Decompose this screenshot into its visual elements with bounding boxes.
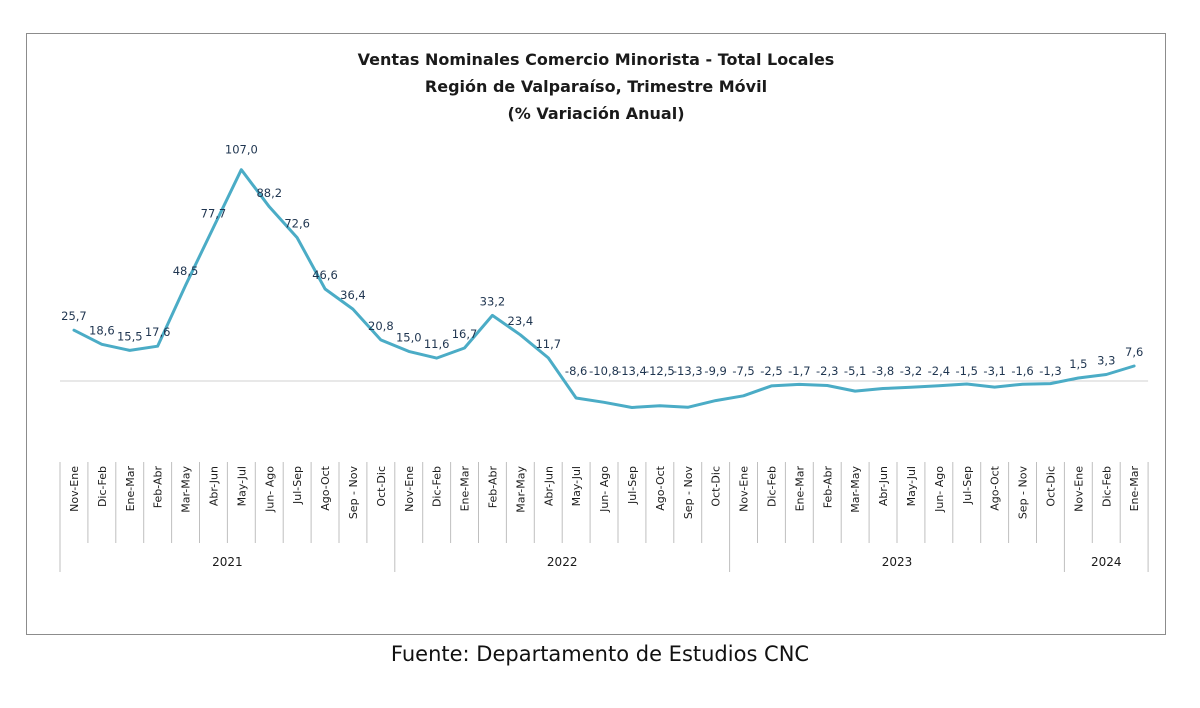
data-label: 20,8 xyxy=(368,319,394,333)
data-label: -7,5 xyxy=(732,364,754,378)
x-tick-label: Nov-Ene xyxy=(738,466,751,512)
data-label: -13,4 xyxy=(617,364,647,378)
x-tick-label: Sep - Nov xyxy=(347,466,360,520)
data-label: 17,6 xyxy=(145,325,171,339)
x-tick-label: Nov-Ene xyxy=(1072,466,1085,512)
year-label: 2024 xyxy=(1091,555,1122,569)
x-tick-label: Oct-Dic xyxy=(1044,466,1057,507)
x-tick-label: Sep - Nov xyxy=(682,466,695,520)
data-label: -2,5 xyxy=(760,364,782,378)
data-label: 15,0 xyxy=(396,330,422,344)
data-label: 107,0 xyxy=(225,143,258,157)
data-label: -12,5 xyxy=(645,364,675,378)
data-label: -3,1 xyxy=(983,364,1005,378)
x-tick-label: Ago-Oct xyxy=(654,465,667,510)
x-tick-label: Feb-Abr xyxy=(486,466,499,509)
series-line xyxy=(72,168,1136,409)
x-tick-label: Ene-Mar xyxy=(459,466,472,512)
data-label: 46,6 xyxy=(312,268,338,282)
x-tick-label: May-Jul xyxy=(570,466,583,506)
year-label: 2021 xyxy=(212,555,243,569)
x-tick-label: Ene-Mar xyxy=(124,466,137,512)
x-tick-label: Sep - Nov xyxy=(1017,466,1030,520)
x-tick-label: Feb-Abr xyxy=(821,466,834,509)
data-label: 16,7 xyxy=(452,327,478,341)
data-label: 7,6 xyxy=(1125,345,1143,359)
x-tick-label: Nov-Ene xyxy=(68,466,81,512)
data-label: -10,8 xyxy=(589,364,619,378)
data-label: 48,5 xyxy=(173,264,199,278)
data-label: -13,3 xyxy=(673,364,703,378)
data-label: -1,7 xyxy=(788,364,810,378)
data-label: -9,9 xyxy=(704,364,726,378)
x-tick-label: May-Jul xyxy=(235,466,248,506)
data-label: -1,5 xyxy=(956,364,978,378)
data-label: 1,5 xyxy=(1069,357,1087,371)
data-label: -8,6 xyxy=(565,364,587,378)
x-tick-label: Jun- Ago xyxy=(598,466,611,513)
x-tick-label: Ago-Oct xyxy=(319,465,332,510)
x-tick-label: Dic-Feb xyxy=(1100,466,1113,507)
data-label: 33,2 xyxy=(480,294,506,308)
data-label: 72,6 xyxy=(284,217,310,231)
chart-title-line: (% Variación Anual) xyxy=(507,104,684,123)
x-tick-label: Jun- Ago xyxy=(933,466,946,513)
data-label: 15,5 xyxy=(117,329,143,343)
data-label: -5,1 xyxy=(844,364,866,378)
data-label: 77,7 xyxy=(201,207,227,221)
data-label: -1,3 xyxy=(1039,364,1061,378)
data-label: -2,4 xyxy=(928,364,950,378)
x-tick-label: Jul-Sep xyxy=(626,466,639,505)
source-note: Fuente: Departamento de Estudios CNC xyxy=(390,642,810,666)
x-tick-label: Ene-Mar xyxy=(1128,466,1141,512)
x-tick-label: Jun- Ago xyxy=(263,466,276,513)
data-label: 88,2 xyxy=(256,186,282,200)
x-tick-label: Abr-Jun xyxy=(542,466,555,506)
x-tick-label: Ene-Mar xyxy=(793,466,806,512)
data-label: -1,6 xyxy=(1011,364,1033,378)
chart-frame xyxy=(26,33,1166,635)
year-label: 2022 xyxy=(547,555,578,569)
x-tick-label: Abr-Jun xyxy=(207,466,220,506)
data-label: -3,2 xyxy=(900,364,922,378)
data-label: 25,7 xyxy=(61,309,87,323)
data-label: 23,4 xyxy=(508,314,534,328)
x-tick-label: Mar-May xyxy=(180,466,193,513)
x-tick-label: Mar-May xyxy=(514,466,527,513)
x-tick-label: Feb-Abr xyxy=(152,466,165,509)
year-label: 2023 xyxy=(882,555,913,569)
data-label: 36,4 xyxy=(340,288,366,302)
data-label: -2,3 xyxy=(816,364,838,378)
x-tick-label: Jul-Sep xyxy=(961,466,974,505)
x-tick-label: Abr-Jun xyxy=(877,466,890,506)
data-label: 11,6 xyxy=(424,337,450,351)
x-tick-label: May-Jul xyxy=(905,466,918,506)
data-label: -3,8 xyxy=(872,364,894,378)
x-tick-label: Nov-Ene xyxy=(403,466,416,512)
data-label: 18,6 xyxy=(89,323,115,337)
x-tick-label: Dic-Feb xyxy=(96,466,109,507)
x-tick-label: Dic-Feb xyxy=(431,466,444,507)
x-tick-label: Ago-Oct xyxy=(989,465,1002,510)
x-tick-label: Dic-Feb xyxy=(765,466,778,507)
x-tick-label: Oct-Dic xyxy=(375,466,388,507)
data-label: 3,3 xyxy=(1097,353,1115,367)
chart-title-line: Región de Valparaíso, Trimestre Móvil xyxy=(425,77,767,96)
x-tick-label: Jul-Sep xyxy=(291,466,304,505)
data-label: 11,7 xyxy=(535,337,561,351)
x-tick-label: Mar-May xyxy=(849,466,862,513)
chart-title-line: Ventas Nominales Comercio Minorista - To… xyxy=(358,50,835,69)
x-tick-label: Oct-Dic xyxy=(710,466,723,507)
